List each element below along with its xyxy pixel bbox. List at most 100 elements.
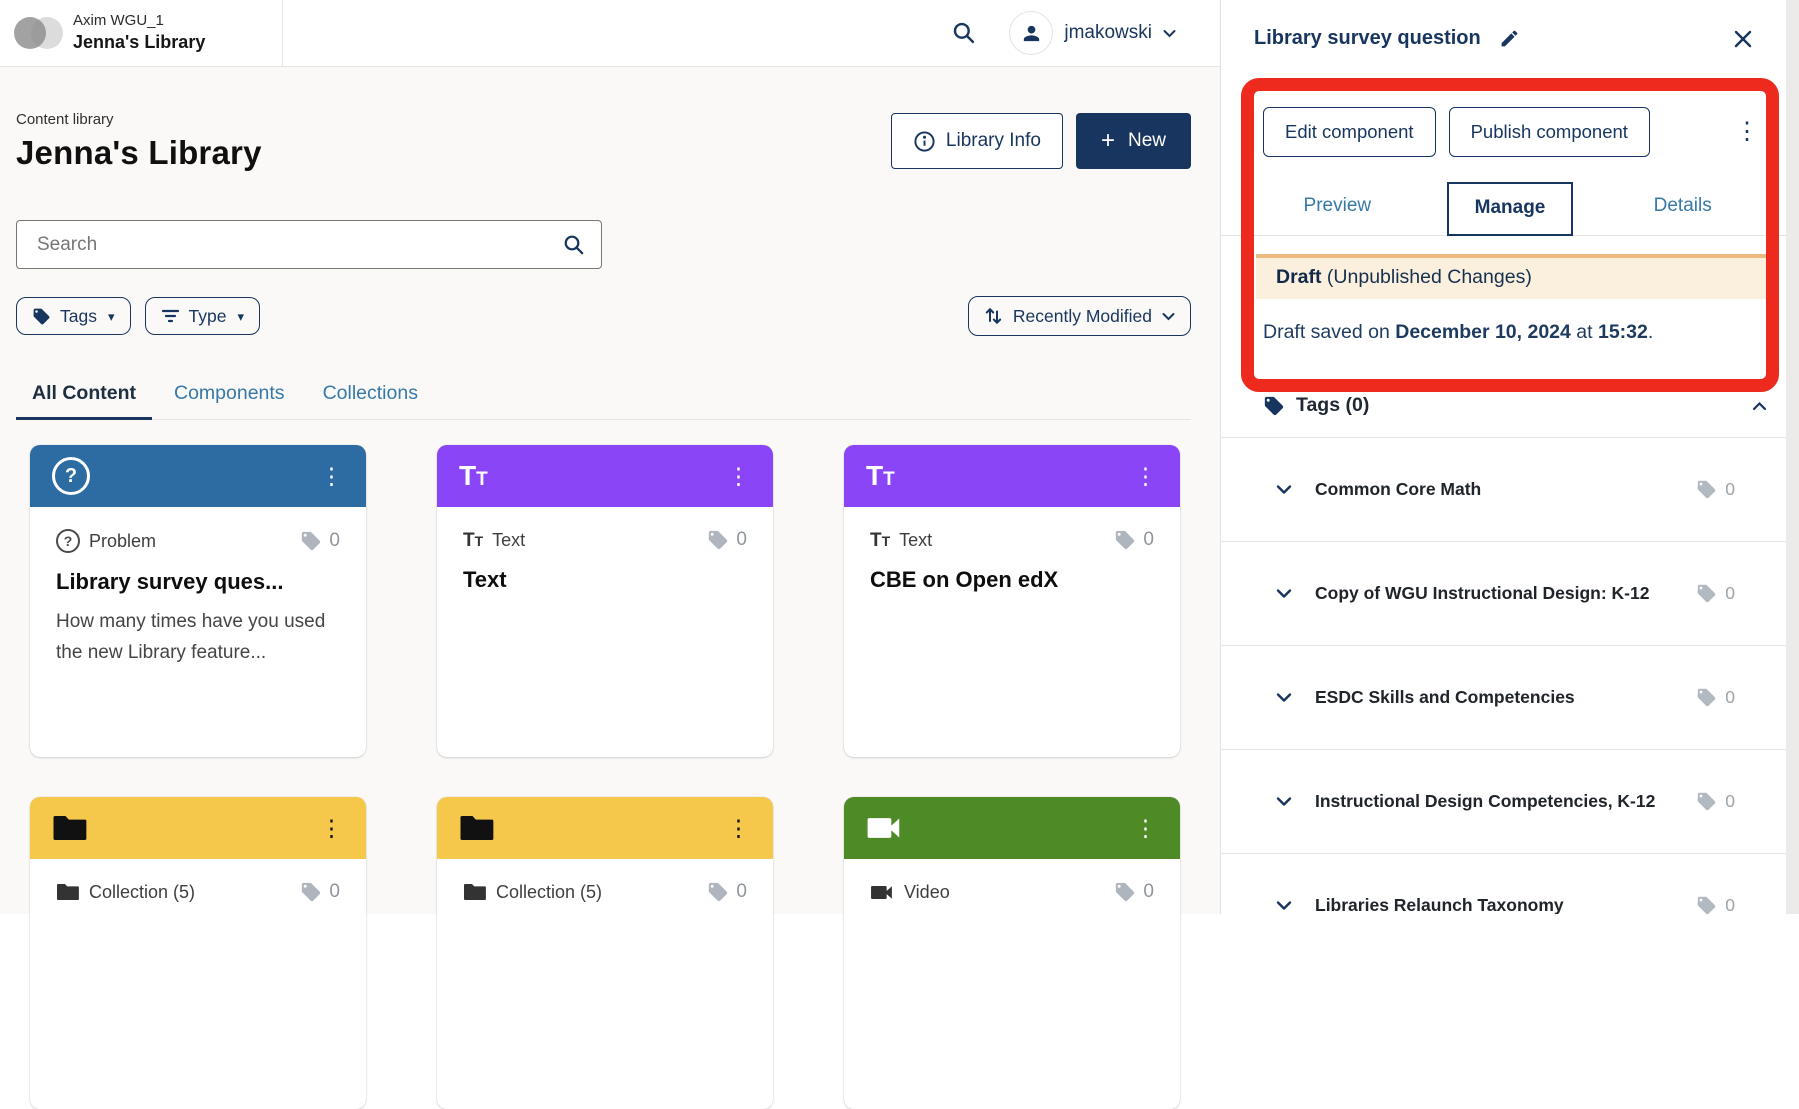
user-menu[interactable]: jmakowski — [1009, 11, 1176, 55]
tag-count-value: 0 — [736, 529, 747, 550]
scrollbar-track[interactable] — [1786, 0, 1799, 914]
taxonomy-row[interactable]: Libraries Relaunch Taxonomy 0 — [1221, 854, 1799, 914]
brand-text: Axim WGU_1 Jenna's Library — [73, 12, 205, 53]
card-menu-button[interactable]: ⋮ — [723, 463, 754, 490]
library-info-label: Library Info — [945, 130, 1041, 151]
tab-components[interactable]: Components — [173, 382, 285, 404]
folder-icon — [57, 884, 79, 900]
saved-date: December 10, 2024 — [1395, 321, 1571, 343]
component-actions: Edit component Publish component ⋮ — [1263, 107, 1763, 157]
chevron-down-icon[interactable] — [1276, 900, 1292, 911]
card-type-row: Collection (5) 0 — [463, 881, 747, 903]
tags-filter-label: Tags — [60, 305, 97, 326]
card-menu-button[interactable]: ⋮ — [723, 815, 754, 842]
page-header-titles: Content library Jenna's Library — [16, 111, 262, 172]
publish-component-button[interactable]: Publish component — [1448, 107, 1650, 157]
org-logo-icon — [14, 16, 64, 50]
library-info-button[interactable]: Library Info — [890, 113, 1063, 169]
chevron-down-icon[interactable] — [1276, 588, 1292, 599]
chevron-down-icon[interactable] — [1276, 692, 1292, 703]
tag-count-value: 0 — [1725, 687, 1735, 707]
component-menu-button[interactable]: ⋮ — [1731, 118, 1763, 146]
tab-all-content[interactable]: All Content — [16, 366, 152, 420]
avatar — [1009, 11, 1054, 55]
tab-collections[interactable]: Collections — [322, 382, 418, 404]
sidebar-tabs: Preview Manage Details — [1221, 181, 1799, 236]
info-icon — [914, 130, 935, 152]
chevron-up-icon — [1752, 401, 1767, 410]
saved-time: 15:32 — [1597, 321, 1648, 343]
card-tag-count: 0 — [1114, 529, 1154, 551]
taxonomy-label: Common Core Math — [1315, 479, 1482, 499]
card-body: Collection (5) 0 — [30, 859, 366, 919]
tags-filter-dropdown[interactable]: Tags ▾ — [16, 297, 131, 335]
page-actions: Library Info + New — [890, 113, 1191, 169]
sort-dropdown[interactable]: Recently Modified — [967, 296, 1191, 336]
question-circle-icon: ? — [56, 529, 80, 553]
card-menu-button[interactable]: ⋮ — [1130, 815, 1161, 842]
card-type-label: Text — [492, 529, 526, 550]
plus-icon: + — [1100, 127, 1115, 154]
tab-manage-label: Manage — [1446, 182, 1574, 236]
taxonomy-label: Instructional Design Competencies, K-12 — [1315, 791, 1656, 811]
page-title: Jenna's Library — [16, 134, 262, 171]
content-tabs: All Content Components Collections — [16, 366, 1191, 420]
global-search-button[interactable] — [947, 16, 981, 50]
tag-icon — [302, 882, 321, 902]
card-tag-count: 0 — [707, 881, 747, 903]
card-menu-button[interactable]: ⋮ — [1130, 463, 1161, 490]
search-input[interactable] — [35, 232, 562, 257]
taxonomy-row[interactable]: Copy of WGU Instructional Design: K-12 0 — [1221, 542, 1799, 646]
content-card-collection[interactable]: ⋮ Collection (5) 0 — [30, 797, 366, 1109]
content-card-video[interactable]: ⋮ Video 0 — [844, 797, 1180, 1109]
tag-icon — [1116, 882, 1135, 902]
edit-component-button[interactable]: Edit component — [1263, 107, 1436, 157]
taxonomy-row[interactable]: Common Core Math 0 — [1221, 438, 1799, 542]
saved-suffix: . — [1647, 321, 1654, 343]
search-icon[interactable] — [562, 233, 586, 257]
sidebar-header: Library survey question — [1221, 0, 1799, 51]
video-icon — [867, 818, 900, 838]
close-sidebar-button[interactable] — [1731, 27, 1755, 51]
question-circle-icon: ? — [52, 457, 90, 495]
card-header: ⋮ — [30, 797, 366, 859]
draft-status-banner: Draft (Unpublished Changes) — [1256, 254, 1778, 299]
content-card-collection[interactable]: ⋮ Collection (5) 0 — [437, 797, 773, 1109]
library-name: Jenna's Library — [73, 32, 206, 53]
close-icon — [1734, 30, 1752, 47]
tab-details[interactable]: Details — [1653, 195, 1712, 216]
user-icon — [1023, 25, 1040, 41]
filter-icon — [161, 309, 179, 323]
caret-down-icon: ▾ — [237, 308, 244, 324]
card-menu-button[interactable]: ⋮ — [316, 815, 347, 842]
folder-icon — [53, 816, 87, 840]
taxonomy-row[interactable]: Instructional Design Competencies, K-12 … — [1221, 750, 1799, 854]
taxonomy-tag-count: 0 — [1696, 687, 1735, 708]
chevron-down-icon[interactable] — [1276, 484, 1292, 495]
card-menu-button[interactable]: ⋮ — [316, 463, 347, 490]
folder-icon — [464, 884, 486, 900]
sort-label: Recently Modified — [1012, 305, 1152, 326]
library-brand[interactable]: Axim WGU_1 Jenna's Library — [0, 0, 283, 66]
new-button[interactable]: + New — [1075, 113, 1191, 169]
collapse-tags-button[interactable] — [1750, 399, 1769, 413]
card-tag-count: 0 — [300, 881, 340, 903]
saved-mid: at — [1570, 321, 1598, 343]
tag-icon — [1698, 584, 1716, 603]
type-filter-dropdown[interactable]: Type ▾ — [144, 297, 260, 335]
tab-preview[interactable]: Preview — [1303, 195, 1372, 216]
chevron-down-icon[interactable] — [1276, 796, 1292, 807]
tags-section-label: Tags (0) — [1296, 394, 1370, 416]
taxonomy-row[interactable]: ESDC Skills and Competencies 0 — [1221, 646, 1799, 750]
edit-title-button[interactable] — [1497, 26, 1522, 51]
caret-down-icon: ▾ — [107, 308, 115, 324]
tab-manage[interactable]: Manage — [1424, 182, 1597, 236]
content-card-problem[interactable]: ? ⋮ ? Problem 0 Library survey ques.. — [30, 445, 366, 757]
card-type-row: ? Problem 0 — [56, 529, 340, 553]
card-description: How many times have you used the new Lib… — [56, 611, 326, 663]
card-type-label: Collection (5) — [496, 881, 603, 902]
